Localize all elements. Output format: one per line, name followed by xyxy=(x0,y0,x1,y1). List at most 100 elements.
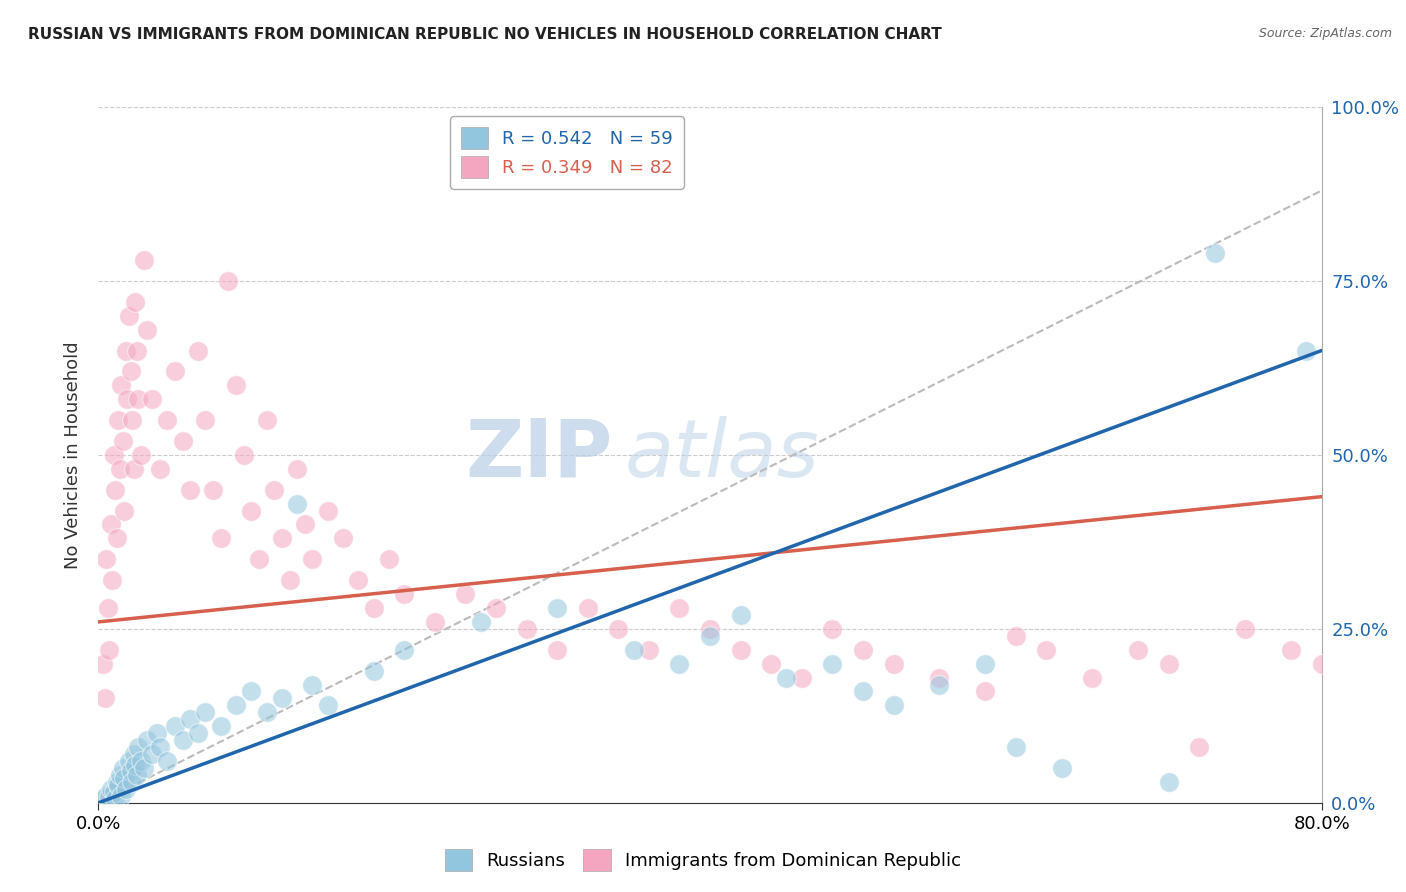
Point xyxy=(108,768,131,782)
Point xyxy=(127,740,149,755)
Point xyxy=(256,413,278,427)
Legend: R = 0.542   N = 59, R = 0.349   N = 82: R = 0.542 N = 59, R = 0.349 N = 82 xyxy=(450,116,683,189)
Point xyxy=(149,462,172,476)
Point xyxy=(110,378,132,392)
Point xyxy=(699,622,721,636)
Point xyxy=(240,684,263,698)
Point xyxy=(1295,343,1317,358)
Point xyxy=(149,740,172,755)
Point xyxy=(1081,671,1104,685)
Point xyxy=(125,343,148,358)
Point xyxy=(363,601,385,615)
Point xyxy=(974,684,997,698)
Point xyxy=(294,517,316,532)
Point xyxy=(117,392,139,407)
Point xyxy=(363,664,385,678)
Point xyxy=(821,657,844,671)
Point xyxy=(730,607,752,622)
Point xyxy=(122,462,145,476)
Point xyxy=(270,532,294,546)
Point xyxy=(240,503,263,517)
Point xyxy=(1157,775,1180,789)
Point xyxy=(179,483,201,497)
Point xyxy=(1234,622,1257,636)
Point xyxy=(546,601,568,615)
Legend: Russians, Immigrants from Dominican Republic: Russians, Immigrants from Dominican Repu… xyxy=(437,842,969,879)
Point xyxy=(156,754,179,768)
Point xyxy=(145,726,167,740)
Point xyxy=(104,483,127,497)
Point xyxy=(392,642,416,657)
Point xyxy=(821,622,844,636)
Point xyxy=(928,677,950,691)
Point xyxy=(112,503,135,517)
Point xyxy=(285,497,308,511)
Point xyxy=(124,757,146,772)
Point xyxy=(1050,761,1073,775)
Text: Source: ZipAtlas.com: Source: ZipAtlas.com xyxy=(1258,27,1392,40)
Point xyxy=(105,775,128,789)
Point xyxy=(1128,642,1150,657)
Point xyxy=(301,552,323,566)
Point xyxy=(623,642,645,657)
Point xyxy=(105,532,128,546)
Point xyxy=(1004,740,1026,755)
Point xyxy=(134,253,156,268)
Point xyxy=(516,622,538,636)
Point xyxy=(103,785,125,799)
Point xyxy=(217,274,239,288)
Point xyxy=(112,772,135,786)
Point xyxy=(668,657,690,671)
Point xyxy=(852,642,875,657)
Point xyxy=(98,790,121,805)
Point xyxy=(247,552,270,566)
Point xyxy=(93,691,115,706)
Point xyxy=(111,434,134,448)
Point xyxy=(883,698,905,713)
Point xyxy=(97,601,120,615)
Point xyxy=(120,764,142,779)
Point xyxy=(108,462,131,476)
Point xyxy=(122,747,145,761)
Point xyxy=(256,706,278,720)
Point xyxy=(125,768,148,782)
Point xyxy=(110,789,132,803)
Point xyxy=(730,642,752,657)
Point xyxy=(454,587,477,601)
Point xyxy=(928,671,950,685)
Point xyxy=(209,719,232,733)
Point xyxy=(668,601,690,615)
Point xyxy=(141,392,163,407)
Point xyxy=(225,698,247,713)
Point xyxy=(1310,657,1333,671)
Point xyxy=(100,781,122,796)
Point xyxy=(225,378,247,392)
Point xyxy=(118,309,141,323)
Point xyxy=(202,483,225,497)
Point xyxy=(101,573,124,587)
Point xyxy=(263,483,285,497)
Point xyxy=(1035,642,1057,657)
Point xyxy=(172,733,194,747)
Point xyxy=(1157,657,1180,671)
Point xyxy=(576,601,599,615)
Point xyxy=(278,573,301,587)
Point xyxy=(163,719,186,733)
Point xyxy=(187,343,209,358)
Point xyxy=(1204,246,1226,260)
Point xyxy=(392,587,416,601)
Point xyxy=(118,754,141,768)
Point xyxy=(91,657,114,671)
Point xyxy=(301,677,323,691)
Point xyxy=(100,517,122,532)
Point xyxy=(179,712,201,726)
Point xyxy=(91,792,114,806)
Point xyxy=(194,706,217,720)
Point xyxy=(115,343,138,358)
Point xyxy=(127,392,149,407)
Point xyxy=(607,622,630,636)
Point xyxy=(141,747,163,761)
Point xyxy=(775,671,797,685)
Text: ZIP: ZIP xyxy=(465,416,612,494)
Point xyxy=(470,615,492,629)
